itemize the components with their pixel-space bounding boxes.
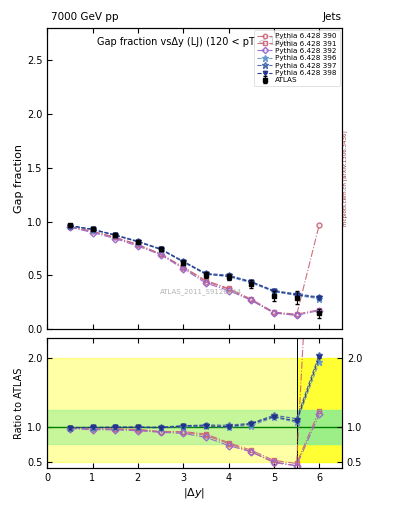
Pythia 6.428 396 <box>249 280 253 286</box>
Pythia 6.428 397 <box>317 294 321 300</box>
Pythia 6.428 397 <box>226 272 231 278</box>
Pythia 6.428 392 <box>113 236 118 242</box>
Pythia 6.428 396 <box>204 271 208 278</box>
Pythia 6.428 397 <box>136 238 140 244</box>
Pythia 6.428 397 <box>272 288 276 294</box>
Pythia 6.428 398 <box>181 259 185 265</box>
X-axis label: $|\Delta y|$: $|\Delta y|$ <box>184 486 206 500</box>
Pythia 6.428 398 <box>68 223 72 229</box>
Pythia 6.428 391 <box>158 251 163 257</box>
Pythia 6.428 390 <box>181 265 185 271</box>
Pythia 6.428 392 <box>158 251 163 258</box>
Text: 7000 GeV pp: 7000 GeV pp <box>51 11 119 22</box>
Pythia 6.428 397 <box>68 223 72 229</box>
Legend: Pythia 6.428 390, Pythia 6.428 391, Pythia 6.428 392, Pythia 6.428 396, Pythia 6: Pythia 6.428 390, Pythia 6.428 391, Pyth… <box>254 30 340 87</box>
Line: Pythia 6.428 397: Pythia 6.428 397 <box>66 222 323 301</box>
Line: Pythia 6.428 392: Pythia 6.428 392 <box>68 225 321 318</box>
Pythia 6.428 398 <box>249 279 253 285</box>
Pythia 6.428 398 <box>158 246 163 252</box>
Pythia 6.428 397 <box>113 231 118 238</box>
Pythia 6.428 398 <box>294 292 299 298</box>
Pythia 6.428 392 <box>90 229 95 236</box>
Pythia 6.428 392 <box>317 308 321 314</box>
Pythia 6.428 391 <box>181 264 185 270</box>
Bar <box>297 410 342 444</box>
Pythia 6.428 390 <box>113 234 118 241</box>
Line: Pythia 6.428 396: Pythia 6.428 396 <box>66 222 323 302</box>
Pythia 6.428 391 <box>90 228 95 234</box>
Pythia 6.428 390 <box>249 297 253 303</box>
Pythia 6.428 396 <box>317 295 321 302</box>
Pythia 6.428 392 <box>226 288 231 294</box>
Pythia 6.428 396 <box>158 246 163 252</box>
Bar <box>47 358 297 462</box>
Pythia 6.428 396 <box>226 273 231 280</box>
Pythia 6.428 398 <box>204 271 208 277</box>
Pythia 6.428 396 <box>113 232 118 239</box>
Pythia 6.428 397 <box>158 246 163 252</box>
Pythia 6.428 390 <box>204 279 208 285</box>
Y-axis label: mcplots.cern.ch [arXiv:1306.3436]: mcplots.cern.ch [arXiv:1306.3436] <box>343 131 348 226</box>
Bar <box>297 358 342 462</box>
Pythia 6.428 390 <box>158 251 163 257</box>
Pythia 6.428 398 <box>272 288 276 294</box>
Pythia 6.428 396 <box>68 223 72 229</box>
Pythia 6.428 396 <box>272 289 276 295</box>
Pythia 6.428 392 <box>204 280 208 286</box>
Pythia 6.428 396 <box>294 292 299 298</box>
Pythia 6.428 391 <box>204 278 208 284</box>
Pythia 6.428 391 <box>294 311 299 317</box>
Pythia 6.428 392 <box>272 310 276 316</box>
Pythia 6.428 397 <box>249 279 253 285</box>
Pythia 6.428 398 <box>317 294 321 301</box>
Pythia 6.428 390 <box>294 312 299 318</box>
Pythia 6.428 397 <box>294 291 299 297</box>
Line: Pythia 6.428 390: Pythia 6.428 390 <box>68 222 321 318</box>
Pythia 6.428 391 <box>113 234 118 240</box>
Pythia 6.428 390 <box>317 222 321 228</box>
Pythia 6.428 392 <box>68 224 72 230</box>
Pythia 6.428 398 <box>136 239 140 245</box>
Y-axis label: Ratio to ATLAS: Ratio to ATLAS <box>14 368 24 439</box>
Pythia 6.428 391 <box>136 241 140 247</box>
Pythia 6.428 398 <box>90 226 95 232</box>
Pythia 6.428 390 <box>68 224 72 230</box>
Pythia 6.428 398 <box>113 232 118 238</box>
Pythia 6.428 392 <box>181 266 185 272</box>
Line: Pythia 6.428 398: Pythia 6.428 398 <box>68 223 321 300</box>
Pythia 6.428 396 <box>181 259 185 265</box>
Pythia 6.428 397 <box>181 258 185 264</box>
Pythia 6.428 392 <box>249 297 253 303</box>
Pythia 6.428 390 <box>226 286 231 292</box>
Text: Jets: Jets <box>323 11 342 22</box>
Bar <box>47 410 297 444</box>
Text: ATLAS_2011_S9126244: ATLAS_2011_S9126244 <box>160 288 241 295</box>
Pythia 6.428 390 <box>90 228 95 234</box>
Pythia 6.428 392 <box>136 243 140 249</box>
Pythia 6.428 397 <box>204 270 208 276</box>
Pythia 6.428 391 <box>249 296 253 302</box>
Pythia 6.428 397 <box>90 226 95 232</box>
Pythia 6.428 391 <box>226 285 231 291</box>
Pythia 6.428 392 <box>294 312 299 318</box>
Pythia 6.428 396 <box>136 239 140 245</box>
Pythia 6.428 390 <box>272 310 276 316</box>
Text: Gap fraction vsΔy (LJ) (120 < pT < 150): Gap fraction vsΔy (LJ) (120 < pT < 150) <box>97 37 292 47</box>
Line: Pythia 6.428 391: Pythia 6.428 391 <box>68 224 321 316</box>
Y-axis label: Gap fraction: Gap fraction <box>14 144 24 213</box>
Pythia 6.428 396 <box>90 227 95 233</box>
Pythia 6.428 391 <box>272 309 276 315</box>
Pythia 6.428 391 <box>68 223 72 229</box>
Pythia 6.428 398 <box>226 273 231 279</box>
Pythia 6.428 390 <box>136 242 140 248</box>
Pythia 6.428 391 <box>317 307 321 313</box>
